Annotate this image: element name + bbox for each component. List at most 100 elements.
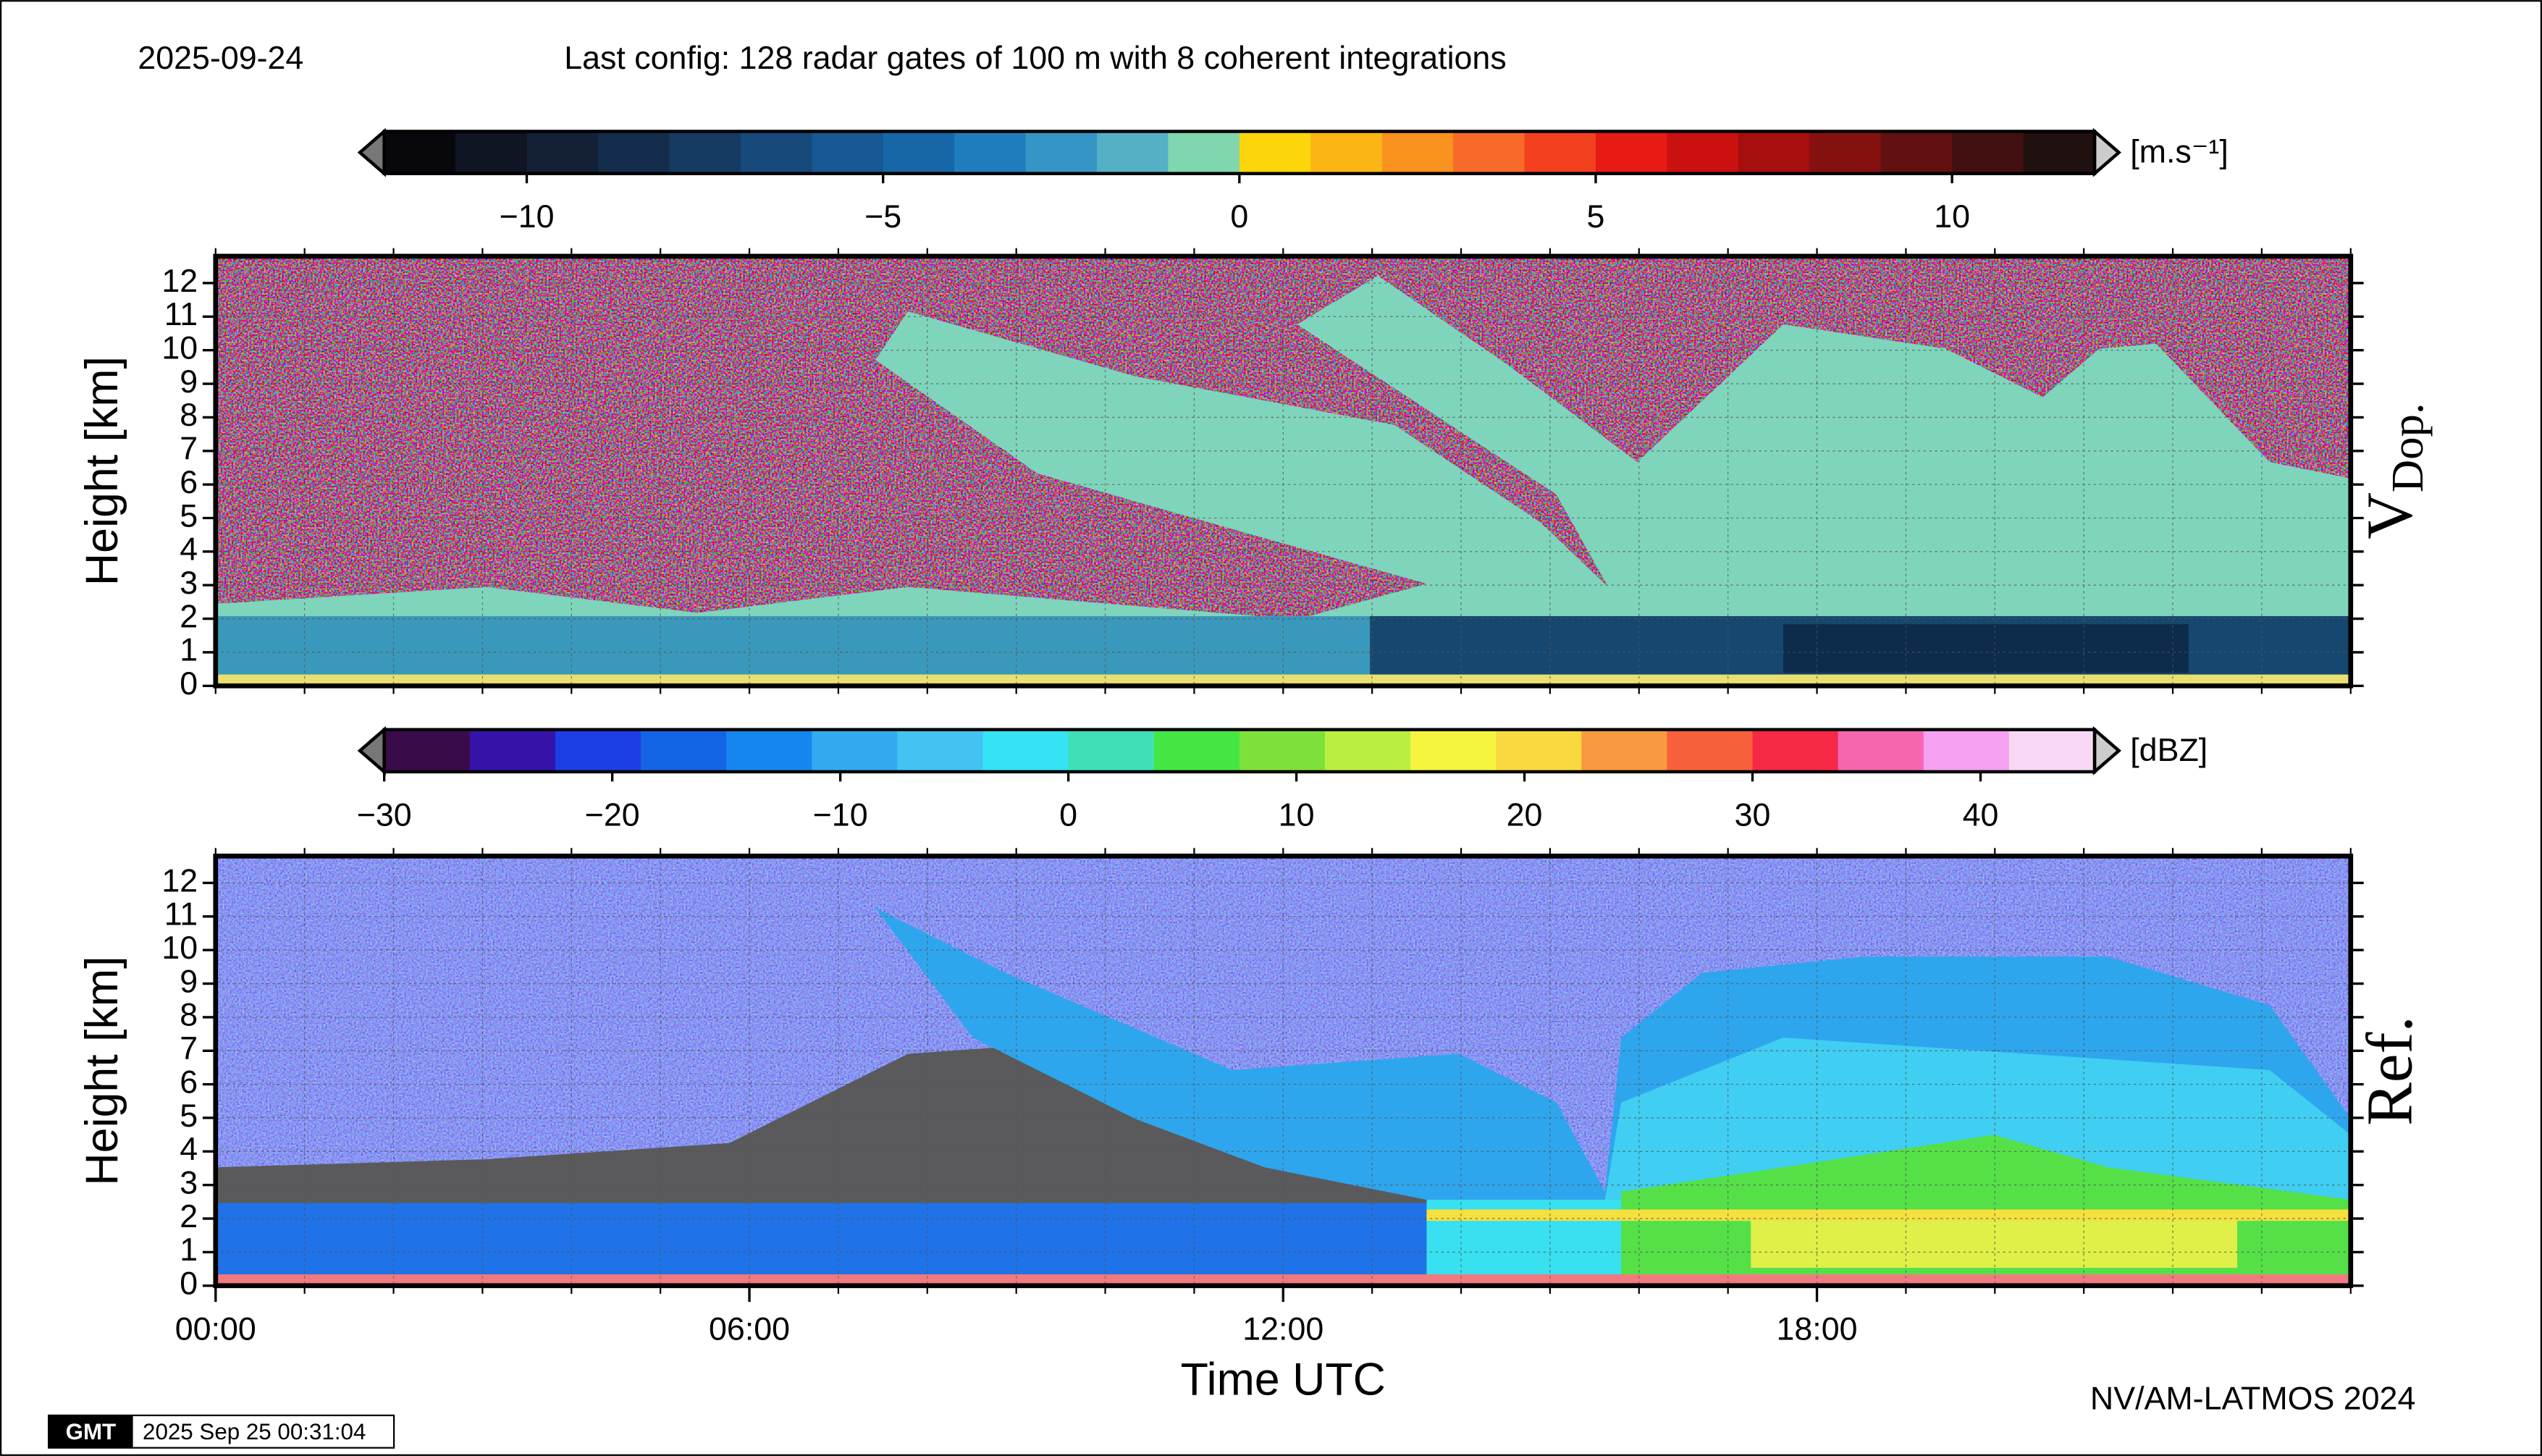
colorbar-cell [1410,729,1497,772]
colorbar-cell [1581,729,1668,772]
y-tick-label: 8 [180,397,198,433]
colorbar-cell [1667,131,1739,174]
colorbar-cell [1168,131,1240,174]
y-tick-label: 7 [180,1030,198,1066]
date: 2025-09-24 [138,40,303,76]
y-tick-label: 2 [180,598,198,634]
y-tick-label: 12 [161,862,198,899]
y-tick-label: 8 [180,997,198,1033]
colorbar-cell [1738,131,1811,174]
colorbar-unit: [m.s⁻¹] [2130,134,2229,170]
colorbar-cell [740,131,813,174]
colorbar-cell [1595,131,1668,174]
colorbar-cell [1324,729,1412,772]
colorbar-frame [382,728,2097,774]
colorbar-tick-label: −10 [813,796,868,833]
y-tick-label: 0 [180,665,198,702]
x-tick-label: 06:00 [709,1310,790,1347]
colorbar-tick-label: 40 [1963,796,1999,833]
y-tick-label: 9 [180,963,198,999]
colorbar-cell [897,729,984,772]
colorbar-cell [384,131,457,174]
y-tick-label: 12 [161,263,198,299]
y-tick-label: 11 [164,896,198,933]
colorbar-cell [2023,131,2096,174]
colorbar-cell [954,131,1027,174]
panel-label-part: Ref. [2354,1016,2425,1126]
colorbar-cell [1310,131,1383,174]
y-axis-label: Height [km] [77,956,127,1186]
y-tick-label: 1 [180,1232,198,1268]
colorbar-cell [1838,729,1924,772]
colorbar-tick-label: −5 [864,198,901,235]
colorbar-cell [1239,729,1326,772]
colorbar-cell [641,729,728,772]
colorbar-unit: [dBZ] [2130,732,2208,768]
colorbar-cell [455,131,528,174]
colorbar-cell [812,729,898,772]
colorbar-cell [1239,131,1312,174]
credit: NV/AM-LATMOS 2024 [2090,1381,2415,1417]
panel-label: Ref. [2354,1016,2425,1126]
y-tick-label: 10 [161,330,198,366]
colorbar-cell [1068,729,1155,772]
colorbar-cell [1025,131,1098,174]
colorbar-cell [883,131,956,174]
y-tick-label: 2 [180,1198,198,1234]
colorbar-tick-label: 0 [1059,796,1077,833]
colorbar-cell [812,131,884,174]
colorbar-cell [669,131,741,174]
y-tick-label: 5 [180,497,198,534]
y-axis-label: Height [km] [77,356,127,586]
colorbar-cell [1524,131,1597,174]
colorbar-cell [1809,131,1882,174]
colorbar-tick-label: 30 [1735,796,1771,833]
colorbar-cell [1952,131,2024,174]
y-tick-label: 7 [180,431,198,467]
y-tick-label: 11 [164,296,198,332]
colorbar-tick-label: 20 [1507,796,1543,833]
colorbar-cell [469,729,557,772]
colorbar-cell [1880,131,1953,174]
colorbar-tick-label: −30 [357,796,412,833]
y-tick-label: 6 [180,1064,198,1100]
colorbar-cell [2008,729,2096,772]
y-tick-label: 1 [180,632,198,668]
colorbar-tick-label: −10 [500,198,555,235]
y-tick-label: 0 [180,1266,198,1302]
x-tick-label: 18:00 [1777,1310,1858,1347]
colorbar-cell [1496,729,1583,772]
colorbar-cell [1381,131,1455,174]
y-tick-label: 6 [180,464,198,500]
colorbar-cell [384,729,471,772]
colorbar-cell [726,729,813,772]
panel-frame [213,253,2354,689]
panel-label-part: Dop. [2382,403,2433,492]
colorbar-cell [982,729,1069,772]
x-axis-label: Time UTC [1181,1355,1386,1405]
panel-label: VDop. [2354,403,2433,539]
x-tick-label: 00:00 [175,1310,256,1347]
y-tick-label: 9 [180,363,198,400]
colorbar-cell [597,131,670,174]
colorbar-cell [555,729,642,772]
colorbar-cell [1453,131,1525,174]
y-tick-label: 4 [180,1131,198,1167]
colorbar-cell [1923,729,2010,772]
y-tick-label: 4 [180,531,198,568]
y-tick-label: 5 [180,1098,198,1134]
panel-label-part: V [2354,492,2425,539]
colorbar-tick-label: 10 [1934,198,1970,235]
panel-frame [213,854,2354,1289]
colorbar-cell [526,131,599,174]
colorbar-cell [1752,729,1839,772]
y-tick-label: 10 [161,930,198,966]
y-tick-label: 3 [180,565,198,601]
config: Last config: 128 radar gates of 100 m wi… [564,40,1506,76]
y-tick-label: 3 [180,1165,198,1201]
logo: GMT [66,1419,117,1444]
colorbar-tick-label: −20 [585,796,640,833]
timestamp: 2025 Sep 25 00:31:04 [143,1419,366,1444]
colorbar-cell [1096,131,1169,174]
